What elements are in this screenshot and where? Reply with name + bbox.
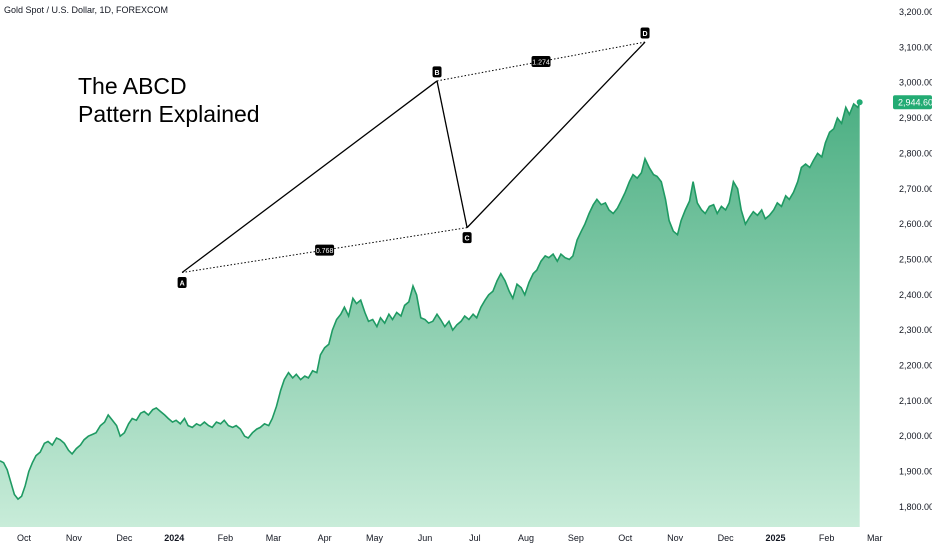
y-tick-label: 2,400.00	[899, 290, 932, 300]
x-tick-label: Feb	[218, 533, 234, 543]
pattern-leg-CD	[466, 41, 646, 229]
y-tick-label: 3,000.00	[899, 78, 932, 88]
x-tick-label: 2025	[765, 533, 785, 543]
y-tick-label: 2,100.00	[899, 396, 932, 406]
ratio-badge-BD	[531, 55, 551, 67]
last-price-badge	[893, 95, 932, 110]
x-tick-label: Nov	[66, 533, 83, 543]
last-price-label: 2,944.60	[898, 97, 932, 107]
ratio-label-AC: 0.768	[316, 248, 334, 255]
x-tick-label: Mar	[867, 533, 883, 543]
y-tick-label: 2,500.00	[899, 254, 932, 264]
x-tick-label: Aug	[518, 533, 534, 543]
x-tick-label: Oct	[17, 533, 32, 543]
x-tick-label: Sep	[568, 533, 584, 543]
price-area	[0, 102, 860, 528]
y-tick-label: 2,200.00	[899, 361, 932, 371]
x-tick-label: Jun	[418, 533, 433, 543]
y-tick-label: 2,300.00	[899, 325, 932, 335]
x-tick-label: Apr	[318, 533, 332, 543]
headline-line-1: The ABCD	[78, 73, 187, 99]
x-tick-label: Nov	[667, 533, 684, 543]
y-tick-label: 2,800.00	[899, 148, 932, 158]
y-tick-label: 2,900.00	[899, 113, 932, 123]
x-tick-label: 2024	[164, 533, 184, 543]
chart-headline: The ABCD Pattern Explained	[78, 72, 260, 128]
point-badge-C	[462, 232, 472, 244]
pattern-leg-AB	[181, 80, 438, 274]
y-tick-label: 1,800.00	[899, 502, 932, 512]
point-badge-B	[432, 66, 442, 78]
y-tick-label: 2,000.00	[899, 431, 932, 441]
last-price-marker	[856, 99, 863, 106]
x-tick-label: Dec	[718, 533, 735, 543]
x-tick-label: Mar	[266, 533, 282, 543]
y-tick-label: 3,200.00	[899, 7, 932, 17]
x-tick-label: Dec	[116, 533, 133, 543]
price-line	[0, 102, 861, 501]
y-tick-label: 2,600.00	[899, 219, 932, 229]
x-tick-label: Feb	[819, 533, 835, 543]
point-label-D: D	[643, 31, 648, 38]
y-tick-label: 3,100.00	[899, 42, 932, 52]
x-tick-label: May	[366, 533, 384, 543]
x-tick-label: Jul	[469, 533, 481, 543]
point-label-A: A	[180, 281, 185, 288]
headline-line-2: Pattern Explained	[78, 101, 260, 127]
symbol-title: Gold Spot / U.S. Dollar, 1D, FOREXCOM	[4, 5, 169, 15]
ratio-badge-AC	[315, 244, 335, 256]
x-tick-label: Oct	[618, 533, 633, 543]
point-label-C: C	[465, 236, 470, 243]
point-label-B: B	[434, 70, 439, 77]
y-tick-label: 1,900.00	[899, 467, 932, 477]
pattern-leg-BC	[436, 80, 468, 228]
y-tick-label: 2,700.00	[899, 184, 932, 194]
point-badge-D	[640, 27, 650, 39]
ratio-label-BD: 1.274	[532, 59, 550, 66]
point-badge-A	[177, 277, 187, 289]
